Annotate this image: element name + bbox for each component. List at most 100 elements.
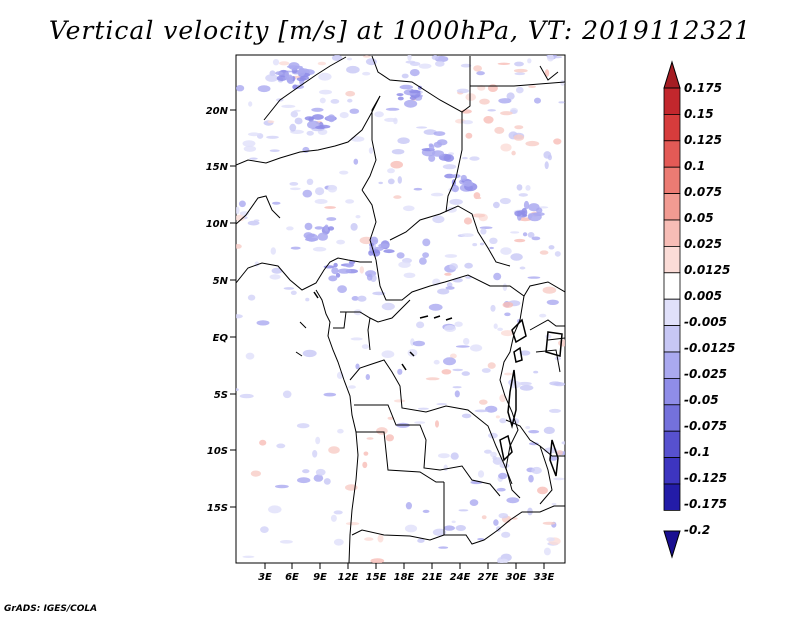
field-speck bbox=[398, 261, 411, 268]
field-speck bbox=[432, 215, 445, 224]
field-speck bbox=[477, 538, 485, 541]
colorbar-box bbox=[663, 166, 681, 194]
field-speck bbox=[337, 428, 344, 434]
field-speck bbox=[549, 381, 562, 386]
field-speck bbox=[393, 399, 406, 403]
field-speck bbox=[487, 84, 498, 92]
longitude-labels: 3E 6E 9E 12E 15E 18E 21E 24E 27E 30E 33E bbox=[258, 572, 554, 583]
field-speck bbox=[436, 139, 448, 146]
field-speck bbox=[242, 140, 256, 147]
field-speck bbox=[528, 474, 534, 483]
colorbar-box bbox=[663, 245, 681, 274]
field-speck bbox=[503, 372, 513, 376]
field-speck bbox=[347, 98, 353, 103]
field-speck bbox=[531, 236, 541, 241]
field-speck bbox=[525, 185, 531, 191]
field-speck bbox=[472, 213, 486, 218]
field-speck bbox=[397, 137, 410, 144]
field-speck bbox=[519, 266, 526, 270]
field-speck bbox=[286, 226, 294, 231]
field-speck bbox=[432, 150, 444, 157]
field-speck bbox=[514, 61, 524, 67]
latitude-labels: 20N 15N 10N 5N EQ 5S 10S 15S bbox=[206, 106, 229, 514]
lakes bbox=[313, 291, 563, 477]
field-speck bbox=[374, 111, 384, 118]
field-speck bbox=[249, 157, 258, 160]
colorbar-label: 0.0125 bbox=[684, 263, 730, 277]
field-speck bbox=[409, 69, 420, 77]
field-speck bbox=[479, 226, 493, 229]
field-speck bbox=[473, 65, 482, 72]
field-speck bbox=[318, 72, 332, 81]
chart-title: Vertical velocity [m/s] at 1000hPa, VT: … bbox=[48, 16, 752, 45]
field-speck bbox=[312, 450, 318, 458]
field-speck bbox=[362, 71, 371, 76]
field-speck bbox=[312, 246, 327, 252]
field-speck bbox=[339, 170, 349, 175]
field-speck bbox=[516, 86, 524, 94]
field-speck bbox=[294, 117, 303, 125]
field-speck bbox=[355, 363, 360, 370]
field-speck bbox=[527, 58, 532, 64]
field-speck bbox=[543, 547, 551, 556]
field-speck bbox=[558, 339, 565, 347]
colorbar-box bbox=[663, 272, 681, 300]
colorbar-label: 0.025 bbox=[684, 237, 722, 251]
field-speck bbox=[390, 160, 404, 169]
field-speck bbox=[543, 151, 552, 159]
field-speck bbox=[460, 63, 472, 68]
field-speck bbox=[497, 62, 511, 65]
field-speck bbox=[236, 314, 243, 319]
field-speck bbox=[517, 381, 532, 386]
field-speck bbox=[527, 276, 541, 279]
field-speck bbox=[522, 232, 528, 237]
field-speck bbox=[269, 274, 281, 280]
lon-label: 33E bbox=[534, 572, 555, 583]
field-speck bbox=[549, 408, 561, 413]
field-speck bbox=[497, 327, 503, 331]
field-speck bbox=[463, 337, 470, 345]
field-speck bbox=[378, 243, 390, 248]
field-speck bbox=[362, 461, 368, 469]
field-speck bbox=[546, 537, 555, 542]
field-speck bbox=[523, 200, 530, 210]
field-speck bbox=[488, 432, 498, 439]
field-speck bbox=[494, 126, 505, 134]
field-speck bbox=[364, 537, 374, 541]
field-speck bbox=[474, 409, 489, 413]
colorbar-label: -0.005 bbox=[684, 315, 727, 329]
field-speck bbox=[250, 470, 261, 477]
field-speck bbox=[438, 453, 450, 459]
grads-credit: GrADS: IGES/COLA bbox=[4, 604, 98, 614]
field-speck bbox=[463, 217, 473, 225]
field-speck bbox=[387, 168, 395, 174]
field-speck bbox=[452, 386, 462, 389]
field-speck bbox=[500, 247, 512, 255]
field-speck bbox=[454, 321, 463, 327]
field-speck bbox=[337, 268, 352, 274]
field-speck bbox=[313, 474, 324, 482]
field-speck bbox=[348, 385, 356, 389]
field-speck bbox=[347, 57, 352, 61]
field-speck bbox=[449, 198, 463, 205]
field-speck bbox=[422, 238, 431, 247]
field-speck bbox=[323, 392, 337, 397]
field-speck bbox=[435, 60, 445, 67]
field-speck bbox=[432, 528, 447, 536]
field-speck bbox=[456, 88, 469, 94]
field-speck bbox=[460, 174, 467, 181]
field-speck bbox=[510, 253, 523, 261]
field-speck bbox=[487, 362, 496, 369]
colorbar-label: 0.05 bbox=[684, 211, 714, 225]
field-speck bbox=[385, 434, 394, 442]
field-speck bbox=[461, 413, 472, 419]
field-speck bbox=[383, 249, 395, 254]
colorbar-label: -0.125 bbox=[684, 471, 727, 485]
field-speck bbox=[506, 92, 515, 100]
field-speck bbox=[549, 456, 558, 461]
field-speck bbox=[548, 245, 555, 250]
field-speck bbox=[469, 156, 480, 161]
field-speck bbox=[542, 521, 556, 525]
field-speck bbox=[289, 123, 297, 132]
field-speck bbox=[539, 313, 547, 318]
